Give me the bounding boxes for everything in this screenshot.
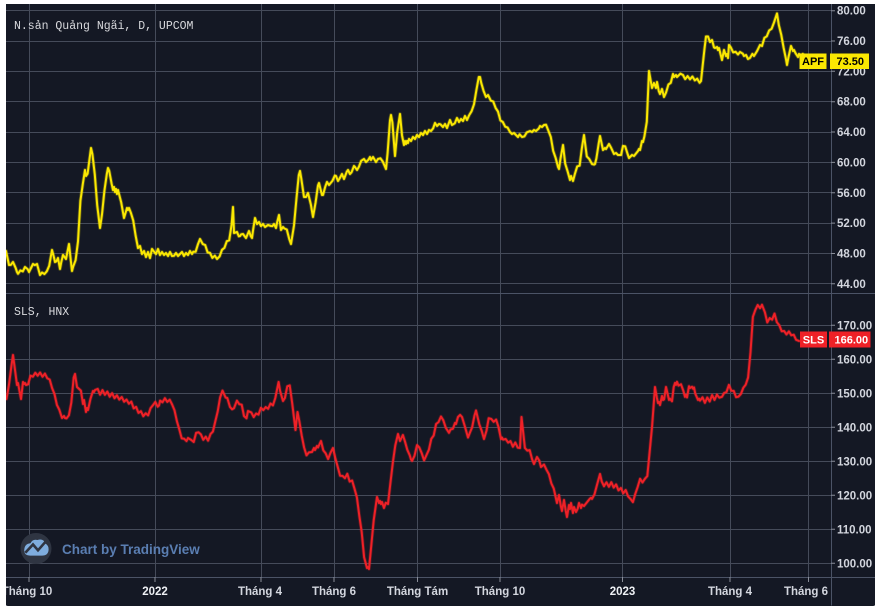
svg-text:44.00: 44.00 — [837, 279, 866, 291]
svg-text:52.00: 52.00 — [837, 218, 866, 230]
svg-text:N.sản Quảng Ngãi, D, UPCOM: N.sản Quảng Ngãi, D, UPCOM — [14, 20, 194, 33]
svg-text:80.00: 80.00 — [837, 6, 866, 18]
svg-text:72.00: 72.00 — [837, 66, 866, 78]
svg-text:Tháng 6: Tháng 6 — [784, 586, 828, 598]
svg-text:SLS: SLS — [803, 335, 824, 347]
svg-text:160.00: 160.00 — [837, 354, 872, 366]
svg-text:Tháng 10: Tháng 10 — [2, 586, 52, 598]
svg-text:166.00: 166.00 — [835, 335, 869, 347]
svg-text:130.00: 130.00 — [837, 456, 872, 468]
svg-text:2022: 2022 — [142, 586, 168, 598]
svg-text:SLS, HNX: SLS, HNX — [14, 306, 69, 319]
svg-text:76.00: 76.00 — [837, 36, 866, 48]
svg-text:140.00: 140.00 — [837, 422, 872, 434]
svg-text:150.00: 150.00 — [837, 388, 872, 400]
svg-text:120.00: 120.00 — [837, 490, 872, 502]
svg-text:170.00: 170.00 — [837, 320, 872, 332]
svg-text:2023: 2023 — [610, 586, 636, 598]
svg-text:68.00: 68.00 — [837, 97, 866, 109]
svg-text:Tháng 6: Tháng 6 — [312, 586, 356, 598]
svg-text:100.00: 100.00 — [837, 558, 872, 570]
svg-text:Tháng 10: Tháng 10 — [475, 586, 525, 598]
svg-text:56.00: 56.00 — [837, 188, 866, 200]
svg-text:73.50: 73.50 — [837, 56, 865, 68]
svg-text:APF: APF — [802, 56, 824, 68]
svg-text:Tháng Tám: Tháng Tám — [387, 586, 448, 598]
svg-text:60.00: 60.00 — [837, 157, 866, 169]
svg-text:64.00: 64.00 — [837, 127, 866, 139]
svg-text:110.00: 110.00 — [837, 524, 872, 536]
svg-text:Tháng 4: Tháng 4 — [238, 586, 283, 598]
svg-text:Tháng 4: Tháng 4 — [708, 586, 753, 598]
svg-text:48.00: 48.00 — [837, 249, 866, 261]
svg-text:Chart by TradingView: Chart by TradingView — [62, 542, 200, 557]
